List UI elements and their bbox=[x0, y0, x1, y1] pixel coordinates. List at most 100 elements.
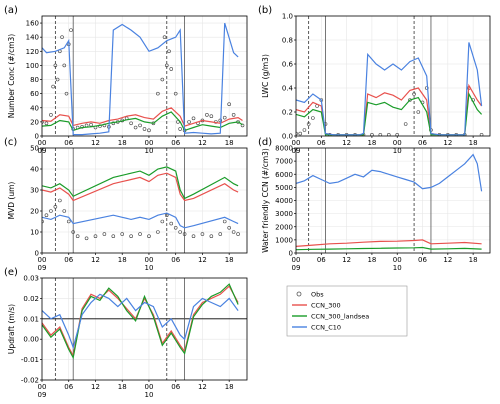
legend-label: CCN_300_landsea bbox=[311, 313, 369, 321]
x-tick-label: 00 bbox=[292, 256, 301, 264]
y-axis-label: Number Conc (#/cm3) bbox=[7, 34, 16, 119]
y-tick-label: 0 bbox=[35, 133, 39, 141]
y-tick-label: 0.00 bbox=[23, 336, 39, 344]
y-tick-label: 0.01 bbox=[23, 315, 39, 323]
y-tick-label: 1.0 bbox=[282, 13, 293, 21]
obs-point bbox=[111, 234, 116, 238]
x-tick-date: 10 bbox=[144, 264, 153, 272]
y-tick-label: 140 bbox=[26, 34, 39, 42]
obs-point bbox=[236, 232, 240, 236]
y-tick-label: -0.02 bbox=[21, 377, 39, 385]
panel-label: (d) bbox=[258, 137, 272, 148]
y-tick-label: 8000 bbox=[275, 145, 293, 153]
obs-point bbox=[412, 92, 416, 96]
obs-point bbox=[62, 63, 67, 68]
obs-point bbox=[49, 209, 53, 213]
obs-point bbox=[42, 120, 44, 124]
obs-point bbox=[142, 127, 147, 131]
y-tick-label: 120 bbox=[26, 48, 39, 56]
y-tick-label: 20 bbox=[30, 118, 39, 126]
x-tick-label: 12 bbox=[342, 256, 351, 264]
x-tick-label: 00 bbox=[38, 256, 47, 264]
y-tick-label: 0 bbox=[289, 250, 293, 258]
obs-point bbox=[120, 232, 125, 236]
obs-point bbox=[133, 125, 138, 130]
obs-point bbox=[62, 209, 67, 213]
series-line-CCN_300 bbox=[42, 285, 239, 358]
axes-frame bbox=[41, 15, 248, 137]
series-line-CCN_300_landsea bbox=[42, 283, 239, 360]
y-axis-label: LWC (g/m3) bbox=[261, 54, 270, 98]
x-tick-label: 06 bbox=[317, 256, 326, 264]
series-line-CCN_300_landsea bbox=[296, 91, 483, 136]
series-line-CCN_300 bbox=[42, 172, 239, 202]
obs-point bbox=[55, 77, 60, 82]
x-tick-label: 00 bbox=[393, 256, 402, 264]
panel-label: (b) bbox=[258, 5, 272, 16]
series-line-CCN_300 bbox=[296, 239, 482, 247]
obs-point bbox=[138, 232, 142, 236]
x-tick-date: 09 bbox=[38, 391, 47, 399]
x-tick-label: 00 bbox=[144, 383, 153, 391]
y-tick-label: 7000 bbox=[275, 158, 293, 166]
y-tick-label: 10 bbox=[30, 229, 39, 237]
obs-point bbox=[162, 35, 167, 39]
y-tick-label: 0.03 bbox=[23, 275, 39, 283]
obs-point bbox=[156, 91, 160, 96]
series-line-CCN_300_landsea bbox=[296, 246, 482, 251]
x-tick-label: 00 bbox=[393, 139, 402, 147]
x-tick-label: 18 bbox=[118, 383, 127, 391]
legend-marker-obs bbox=[296, 291, 302, 297]
obs-point bbox=[173, 226, 178, 230]
plot-area bbox=[42, 16, 245, 136]
y-tick-label: 20 bbox=[30, 208, 39, 216]
x-tick-label: 12 bbox=[443, 139, 452, 147]
obs-point bbox=[138, 123, 142, 128]
obs-point bbox=[64, 91, 69, 96]
series-line-CCN_C10 bbox=[42, 22, 239, 136]
obs-point bbox=[218, 232, 223, 236]
obs-point bbox=[169, 67, 174, 71]
x-tick-date: 10 bbox=[144, 391, 153, 399]
x-tick-label: 18 bbox=[225, 256, 234, 264]
obs-point bbox=[53, 205, 58, 209]
obs-point bbox=[370, 133, 374, 136]
obs-point bbox=[378, 133, 383, 136]
x-tick-label: 00 bbox=[144, 139, 153, 147]
obs-point bbox=[416, 110, 421, 114]
obs-point bbox=[42, 219, 44, 224]
plot-area bbox=[296, 16, 484, 136]
y-tick-label: 160 bbox=[26, 20, 39, 28]
obs-point bbox=[129, 234, 133, 238]
obs-point bbox=[102, 232, 107, 236]
y-tick-label: 40 bbox=[30, 166, 39, 174]
x-tick-label: 06 bbox=[171, 383, 180, 391]
obs-point bbox=[89, 122, 93, 127]
obs-point bbox=[66, 219, 71, 224]
panel-label: (a) bbox=[4, 5, 18, 16]
obs-point bbox=[169, 221, 174, 226]
y-tick-label: 0.8 bbox=[282, 37, 293, 45]
x-tick-label: 06 bbox=[317, 139, 326, 147]
x-tick-date: 10 bbox=[393, 264, 402, 272]
series-line-CCN_C10 bbox=[296, 42, 483, 136]
y-tick-label: 0.2 bbox=[282, 109, 293, 117]
obs-point bbox=[147, 128, 151, 133]
x-tick-label: 06 bbox=[171, 139, 180, 147]
obs-point bbox=[93, 234, 98, 238]
obs-point bbox=[51, 84, 55, 89]
panel-label: (e) bbox=[4, 267, 18, 278]
obs-point bbox=[306, 122, 311, 126]
y-tick-label: 100 bbox=[26, 62, 39, 70]
obs-point bbox=[173, 91, 178, 96]
obs-point bbox=[205, 113, 209, 117]
obs-point bbox=[53, 63, 58, 68]
x-tick-label: 00 bbox=[292, 139, 301, 147]
plot-area bbox=[42, 148, 240, 253]
obs-point bbox=[209, 234, 214, 238]
obs-point bbox=[222, 115, 227, 120]
x-tick-label: 18 bbox=[469, 139, 478, 147]
